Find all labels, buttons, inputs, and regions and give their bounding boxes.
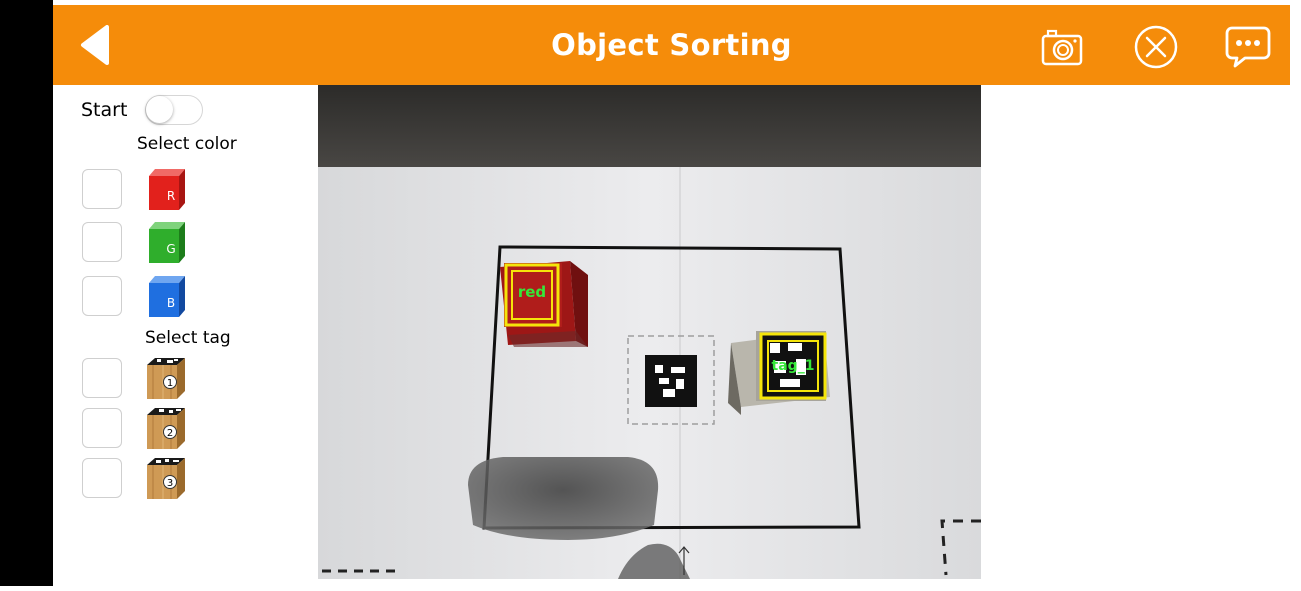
start-label: Start (81, 99, 128, 121)
left-black-bar (0, 0, 53, 586)
arm-shadow (468, 457, 659, 540)
close-circle-icon[interactable] (1133, 24, 1179, 70)
green-cube-letter: G (166, 242, 175, 256)
tag3-checkbox[interactable] (82, 458, 122, 498)
tag1-checkbox[interactable] (82, 358, 122, 398)
placement-square (482, 245, 861, 530)
red-cube-icon: R (149, 169, 185, 210)
green-cube-icon: G (149, 222, 185, 263)
camera-feed: red tag_1 (318, 85, 981, 579)
blue-cube-letter: B (167, 296, 175, 310)
page-title: Object Sorting (551, 28, 792, 62)
app-header: Object Sorting (53, 5, 1290, 85)
red-detection-box (504, 263, 560, 327)
right-empty-area (981, 85, 1290, 585)
blue-checkbox[interactable] (82, 276, 122, 316)
red-cube-letter: R (167, 189, 175, 203)
tag2-cube-icon: 2 (147, 408, 185, 449)
red-checkbox[interactable] (82, 169, 122, 209)
tag3-cube-icon: 3 (147, 458, 185, 499)
camera-icon[interactable] (1039, 24, 1085, 70)
tag1-cube-icon: 1 (147, 358, 185, 399)
red-cube-object: red (500, 261, 588, 347)
chat-bubble-icon[interactable] (1225, 24, 1271, 70)
toggle-knob (146, 96, 173, 123)
tag-cube-object: tag_1 (728, 331, 830, 415)
select-color-label: Select color (137, 134, 237, 154)
tag1-number: 1 (167, 378, 173, 389)
red-detection-label: red (518, 283, 546, 301)
camera-scene: red tag_1 (318, 85, 981, 579)
tag3-number: 3 (167, 478, 173, 489)
green-checkbox[interactable] (82, 222, 122, 262)
back-arrow-icon[interactable] (77, 25, 117, 65)
blue-cube-icon: B (149, 276, 185, 317)
center-apriltag (645, 355, 697, 407)
control-panel: Start Select color R G B Select tag 1 (53, 85, 318, 585)
tag2-checkbox[interactable] (82, 408, 122, 448)
start-toggle[interactable] (145, 95, 203, 125)
tag2-number: 2 (167, 428, 173, 439)
tag-detection-label: tag_1 (772, 358, 815, 374)
tag-detection-box (759, 332, 827, 400)
select-tag-label: Select tag (145, 328, 231, 348)
center-tag-zone (627, 335, 715, 425)
floor-background (318, 85, 981, 171)
